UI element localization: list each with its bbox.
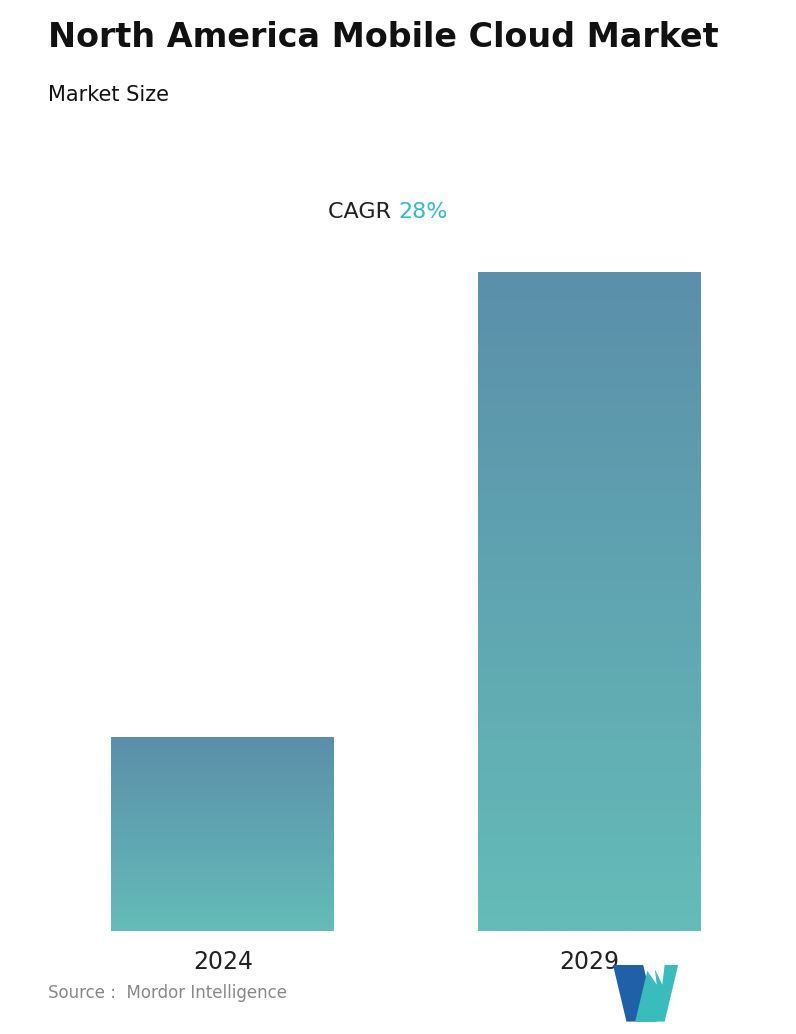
- Text: North America Mobile Cloud Market: North America Mobile Cloud Market: [48, 21, 718, 54]
- Text: Source :  Mordor Intelligence: Source : Mordor Intelligence: [48, 983, 287, 1002]
- Polygon shape: [635, 965, 678, 1022]
- Text: 28%: 28%: [398, 202, 447, 222]
- Polygon shape: [653, 965, 665, 984]
- Polygon shape: [613, 965, 657, 1022]
- Polygon shape: [643, 965, 657, 984]
- Text: CAGR: CAGR: [328, 202, 398, 222]
- Text: Market Size: Market Size: [48, 85, 169, 104]
